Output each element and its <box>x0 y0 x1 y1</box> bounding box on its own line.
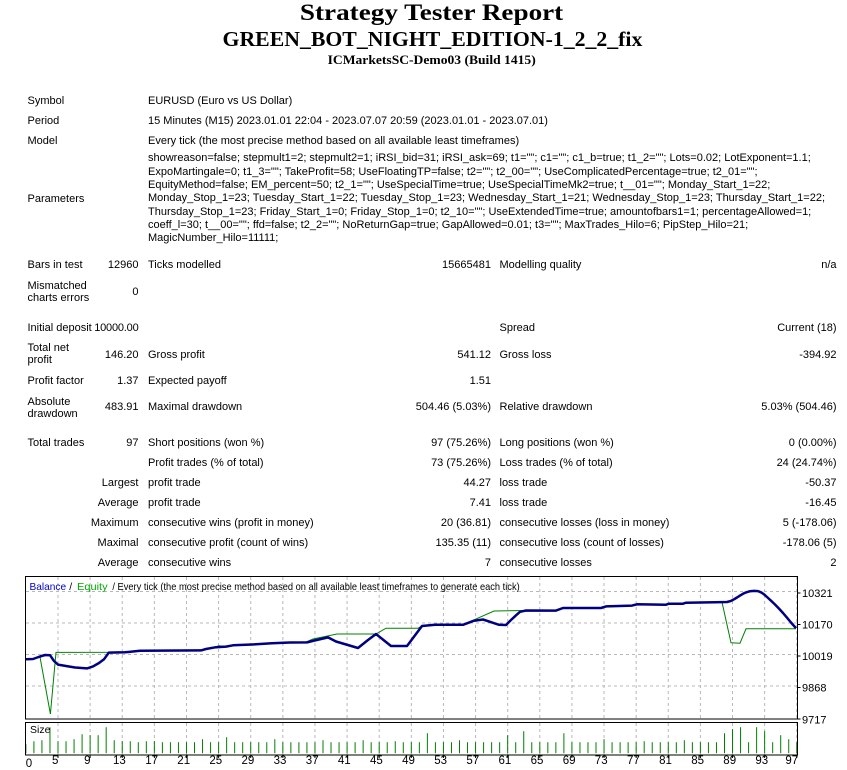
svg-text:77: 77 <box>627 755 640 767</box>
svg-text:10321: 10321 <box>802 588 833 600</box>
svg-text:17: 17 <box>145 755 158 767</box>
svg-text:9717: 9717 <box>802 715 826 727</box>
svg-text:9868: 9868 <box>802 683 826 695</box>
svg-text:49: 49 <box>402 755 415 767</box>
svg-text:0: 0 <box>26 758 32 770</box>
svg-text:10170: 10170 <box>802 620 833 632</box>
svg-text:Balance: Balance <box>30 581 67 593</box>
svg-text:61: 61 <box>499 755 512 767</box>
svg-text:Equity: Equity <box>77 581 108 593</box>
svg-text:41: 41 <box>338 755 351 767</box>
svg-text:Size: Size <box>30 724 51 736</box>
svg-text:/ Every tick (the most precise: / Every tick (the most precise method ba… <box>112 581 519 593</box>
svg-text:25: 25 <box>209 755 222 767</box>
svg-text:81: 81 <box>659 755 672 767</box>
svg-text:57: 57 <box>466 755 479 767</box>
svg-text:33: 33 <box>274 755 287 767</box>
svg-text:37: 37 <box>306 755 319 767</box>
svg-text:85: 85 <box>691 755 704 767</box>
svg-text:13: 13 <box>113 755 126 767</box>
svg-text:5: 5 <box>52 755 58 767</box>
svg-text:53: 53 <box>434 755 447 767</box>
svg-text:29: 29 <box>242 755 255 767</box>
svg-text:10019: 10019 <box>802 651 833 663</box>
svg-text:/: / <box>69 581 72 593</box>
svg-text:97: 97 <box>785 755 798 767</box>
svg-text:93: 93 <box>755 755 768 767</box>
svg-text:69: 69 <box>563 755 576 767</box>
svg-text:9: 9 <box>84 755 90 767</box>
svg-text:73: 73 <box>595 755 608 767</box>
svg-text:89: 89 <box>723 755 736 767</box>
svg-text:65: 65 <box>531 755 544 767</box>
svg-text:21: 21 <box>177 755 190 767</box>
svg-text:45: 45 <box>370 755 383 767</box>
